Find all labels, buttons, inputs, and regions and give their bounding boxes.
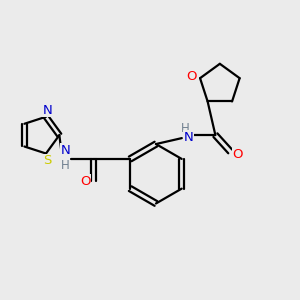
Text: N: N xyxy=(60,144,70,157)
Text: O: O xyxy=(80,175,91,188)
Text: H: H xyxy=(180,122,189,135)
Text: H: H xyxy=(61,159,70,172)
Text: O: O xyxy=(232,148,243,161)
Text: O: O xyxy=(187,70,197,83)
Text: S: S xyxy=(43,154,52,167)
Text: N: N xyxy=(43,104,52,117)
Text: N: N xyxy=(184,131,194,144)
